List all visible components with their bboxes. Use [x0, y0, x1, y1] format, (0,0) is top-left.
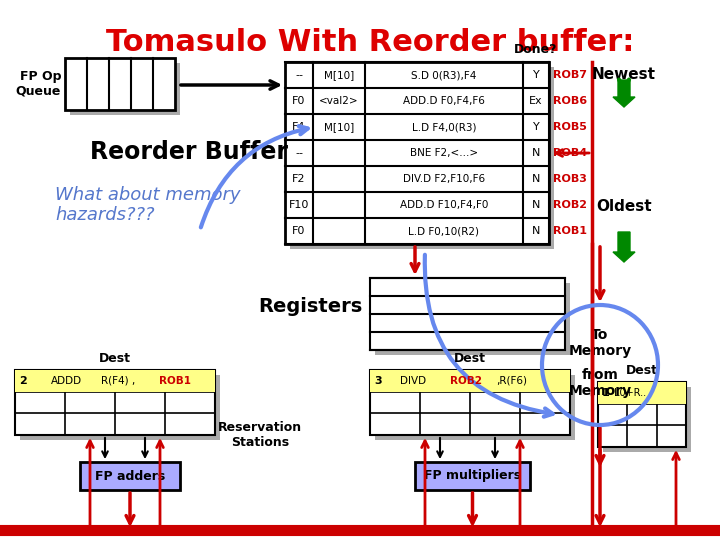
Text: Reorder Buffer: Reorder Buffer	[90, 140, 288, 164]
Text: from
Memory: from Memory	[568, 368, 631, 398]
Text: ROB6: ROB6	[553, 96, 587, 106]
Bar	[598, 382, 686, 447]
Bar	[370, 278, 565, 350]
Bar	[70, 63, 180, 115]
Bar	[15, 370, 215, 435]
Text: Tomasulo With Reorder buffer:: Tomasulo With Reorder buffer:	[106, 28, 634, 57]
Text: Done?: Done?	[514, 43, 558, 56]
Text: --: --	[295, 70, 303, 80]
Bar	[370, 370, 570, 392]
Text: What about memory
hazards???: What about memory hazards???	[55, 186, 240, 225]
Text: ROB2: ROB2	[553, 200, 587, 210]
Text: M[10]: M[10]	[324, 122, 354, 132]
Text: BNE F2,<...>: BNE F2,<...>	[410, 148, 478, 158]
Bar	[80, 462, 180, 490]
Text: ROB1: ROB1	[553, 226, 587, 236]
Text: Y: Y	[533, 122, 539, 132]
Bar	[598, 382, 686, 404]
Text: DIV.D F2,F10,F6: DIV.D F2,F10,F6	[403, 174, 485, 184]
Text: S.D 0(R3),F4: S.D 0(R3),F4	[411, 70, 477, 80]
Text: ADD.D F0,F4,F6: ADD.D F0,F4,F6	[403, 96, 485, 106]
Text: L.D F4,0(R3): L.D F4,0(R3)	[412, 122, 476, 132]
Text: Registers: Registers	[258, 296, 362, 315]
Text: Dest: Dest	[626, 364, 658, 377]
Text: N: N	[532, 174, 540, 184]
Bar	[285, 62, 549, 244]
Text: --: --	[295, 148, 303, 158]
Text: <val2>: <val2>	[319, 96, 359, 106]
Text: ,R(F6): ,R(F6)	[496, 376, 527, 386]
Bar	[15, 370, 215, 392]
Text: Ex: Ex	[529, 96, 543, 106]
Text: F0: F0	[292, 226, 306, 236]
Text: Dest: Dest	[99, 352, 131, 365]
Text: L0+R..: L0+R..	[614, 388, 646, 398]
Text: ADDD: ADDD	[51, 376, 82, 386]
Text: ROB4: ROB4	[553, 148, 587, 158]
Text: Oldest: Oldest	[596, 199, 652, 214]
Bar	[375, 283, 570, 355]
Bar	[20, 375, 220, 440]
Text: 1: 1	[602, 388, 610, 398]
Text: F2: F2	[292, 174, 306, 184]
Text: F10: F10	[289, 200, 309, 210]
Text: N: N	[532, 226, 540, 236]
Text: R(F4) ,: R(F4) ,	[101, 376, 135, 386]
Bar	[370, 370, 570, 435]
Text: ROB1: ROB1	[159, 376, 191, 386]
Bar	[290, 67, 554, 249]
Bar	[65, 58, 175, 110]
Text: M[10]: M[10]	[324, 70, 354, 80]
Text: FP Op
Queue: FP Op Queue	[16, 70, 61, 98]
Text: ROB7: ROB7	[553, 70, 587, 80]
Text: Y: Y	[533, 70, 539, 80]
Text: Reservation
Stations: Reservation Stations	[218, 421, 302, 449]
Bar	[375, 375, 575, 440]
Text: N: N	[532, 148, 540, 158]
FancyArrow shape	[613, 232, 635, 262]
Text: Dest: Dest	[454, 352, 486, 365]
Text: FP multipliers: FP multipliers	[424, 469, 521, 483]
Text: N: N	[532, 200, 540, 210]
Text: DIVD: DIVD	[400, 376, 426, 386]
Text: F4: F4	[292, 122, 306, 132]
Text: FP adders: FP adders	[95, 469, 165, 483]
Text: F0: F0	[292, 96, 306, 106]
Text: 2: 2	[19, 376, 27, 386]
Text: Newest: Newest	[592, 67, 656, 82]
Text: ROB2: ROB2	[450, 376, 482, 386]
Text: 3: 3	[374, 376, 382, 386]
Text: To
Memory: To Memory	[568, 328, 631, 358]
Text: ROB5: ROB5	[553, 122, 587, 132]
FancyArrow shape	[613, 80, 635, 107]
Bar	[603, 387, 691, 452]
Bar	[415, 462, 530, 490]
Text: ADD.D F10,F4,F0: ADD.D F10,F4,F0	[400, 200, 488, 210]
Text: ROB3: ROB3	[553, 174, 587, 184]
Text: L.D F0,10(R2): L.D F0,10(R2)	[408, 226, 480, 236]
